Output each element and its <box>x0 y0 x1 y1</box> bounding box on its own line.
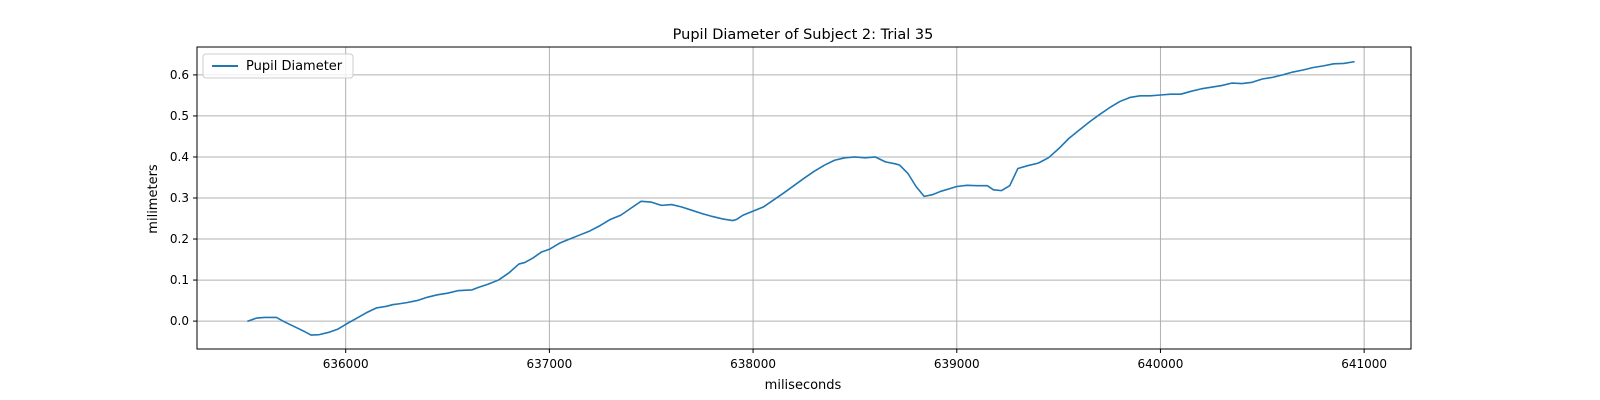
x-tick-label-3: 639000 <box>934 357 980 371</box>
y-tick-label-2: 0.2 <box>170 232 189 246</box>
y-axis-label: milimeters <box>146 164 161 234</box>
series-layer <box>247 60 1355 336</box>
series-line-0 <box>247 60 1355 336</box>
x-tick-label-4: 640000 <box>1138 357 1184 371</box>
x-tick-label-2: 638000 <box>730 357 776 371</box>
y-tick-label-4: 0.4 <box>170 150 189 164</box>
x-axis-ticks: 636000 637000 638000 639000 640000 641000 <box>323 349 1387 371</box>
y-tick-label-5: 0.5 <box>170 109 189 123</box>
x-tick-label-0: 636000 <box>323 357 369 371</box>
y-tick-label-3: 0.3 <box>170 191 189 205</box>
y-tick-label-6: 0.6 <box>170 68 189 82</box>
grid-lines <box>197 47 1411 349</box>
legend: Pupil Diameter <box>202 53 354 79</box>
y-tick-label-0: 0.0 <box>170 314 189 328</box>
chart-title: Pupil Diameter of Subject 2: Trial 35 <box>673 27 934 43</box>
legend-box <box>202 53 354 79</box>
y-axis-ticks: 0.0 0.1 0.2 0.3 0.4 0.5 0.6 <box>170 68 197 328</box>
y-tick-label-1: 0.1 <box>170 273 189 287</box>
x-tick-label-5: 641000 <box>1341 357 1387 371</box>
x-tick-label-1: 637000 <box>526 357 572 371</box>
legend-label: Pupil Diameter <box>246 59 343 74</box>
x-axis-label: miliseconds <box>765 378 842 393</box>
